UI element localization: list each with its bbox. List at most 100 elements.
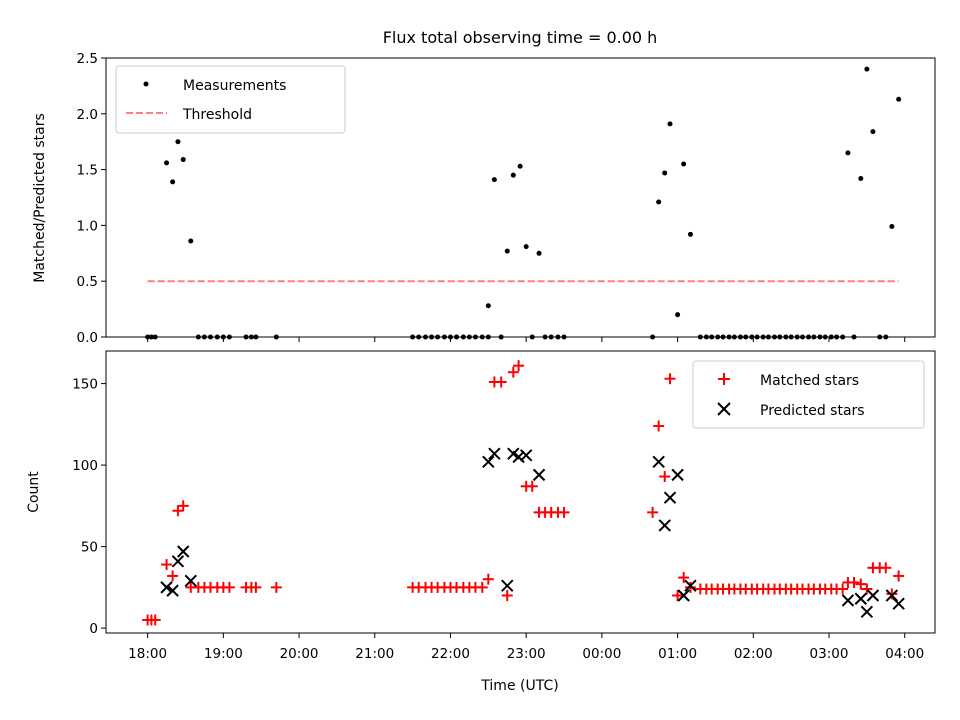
measurement-point <box>851 334 857 340</box>
top-legend-box <box>115 65 346 134</box>
bottom-y-tick-label: 50 <box>81 540 98 556</box>
measurement-point <box>529 334 535 340</box>
top-y-tick-label: 1.5 <box>77 163 98 179</box>
measurement-point <box>834 334 840 340</box>
bottom-y-tick-label: 0 <box>89 621 98 637</box>
measurement-point <box>542 334 548 340</box>
measurement-point <box>709 334 715 340</box>
measurement-point <box>170 179 176 185</box>
matched-star-point <box>482 573 494 585</box>
predicted-star-point <box>854 592 868 605</box>
x-tick-label: 23:00 <box>507 646 546 662</box>
predicted-star-point <box>860 605 874 619</box>
measurement-point <box>715 334 721 340</box>
top-panel: 0.0 0.5 1.0 1.5 2.0 2.5 Matched/Predicted sta… <box>32 51 936 346</box>
predicted-star-point <box>658 519 671 532</box>
measurement-point <box>429 334 435 340</box>
measurement-point <box>273 334 279 340</box>
measurement-point <box>771 334 777 340</box>
predicted-star-point <box>519 449 533 462</box>
measurement-point <box>800 334 806 340</box>
measurement-point <box>667 121 673 127</box>
predicted-star-point <box>177 545 190 558</box>
measurement-point <box>749 334 755 340</box>
measurement-point <box>226 334 232 340</box>
matched-star-point <box>149 614 161 626</box>
measurement-point <box>845 150 851 156</box>
predicted-star-point <box>841 594 855 607</box>
measurement-point <box>175 139 181 145</box>
bottom-y-ticks: 0 50 100 150 <box>72 377 106 637</box>
measurement-point <box>148 334 154 340</box>
matched-star-point <box>684 581 696 593</box>
x-axis-label: Time (UTC) <box>480 678 558 694</box>
matched-star-point <box>250 581 262 593</box>
predicted-star-point <box>501 579 514 592</box>
x-tick-label: 01:00 <box>658 646 697 662</box>
predicted-star-point <box>184 574 197 588</box>
predicted-star-point <box>652 455 665 469</box>
predicted-star-point <box>488 447 501 460</box>
bottom-x-ticks: 18:00 19:00 20:00 21:00 22:00 23:00 00:00 01:00… <box>128 633 924 662</box>
legend-predicted-label: Predicted stars <box>760 403 865 419</box>
measurement-point <box>788 334 794 340</box>
matched-star-point <box>653 420 665 432</box>
matched-star-point <box>161 559 173 571</box>
measurement-point <box>864 66 870 72</box>
top-y-tick-label: 1.0 <box>77 218 98 234</box>
matched-star-point <box>558 506 570 518</box>
measurement-point <box>243 334 249 340</box>
matched-star-point <box>270 581 282 593</box>
matched-star-point <box>659 471 671 483</box>
measurement-point <box>561 334 567 340</box>
x-tick-label: 03:00 <box>810 646 849 662</box>
measurement-point <box>164 160 170 166</box>
measurement-point <box>737 334 743 340</box>
predicted-star-point <box>512 450 525 464</box>
matched-star-point <box>526 480 538 492</box>
measurement-point <box>754 334 760 340</box>
measurement-point <box>248 334 254 340</box>
matched-star-point <box>848 576 860 588</box>
measurement-point <box>510 172 516 178</box>
bottom-series-marks <box>142 360 905 626</box>
measurement-point <box>523 244 529 250</box>
matched-star-point <box>837 583 849 595</box>
measurement-point <box>877 334 883 340</box>
measurement-point <box>548 334 554 340</box>
measurement-point <box>765 334 771 340</box>
measurement-point <box>555 334 561 340</box>
matched-star-point <box>501 590 513 602</box>
measurement-point <box>253 334 259 340</box>
measurement-point <box>858 176 864 182</box>
bottom-panel: 0 50 100 150 18:00 19:00 20:00 21:00 22:00 23:00… <box>26 350 936 694</box>
measurement-point <box>479 334 485 340</box>
measurement-point <box>896 96 902 102</box>
predicted-star-point <box>166 584 179 597</box>
predicted-star-point <box>160 581 173 594</box>
bottom-plot-frame <box>105 350 936 634</box>
measurement-point <box>410 334 416 340</box>
legend-measurements-marker <box>143 81 149 87</box>
measurement-point <box>435 334 441 340</box>
predicted-star-point <box>671 468 684 482</box>
legend-predicted-marker <box>717 402 731 416</box>
predicted-star-point <box>892 597 905 610</box>
bottom-y-axis-label: Count <box>26 471 42 513</box>
measurement-point <box>504 248 510 254</box>
top-legend: Measurements Threshold <box>115 65 346 134</box>
measurement-point <box>817 334 823 340</box>
measurement-point <box>883 334 889 340</box>
measurement-point <box>794 334 800 340</box>
matched-star-point <box>223 581 235 593</box>
measurement-point <box>517 163 523 169</box>
matched-star-point <box>507 366 519 378</box>
measurement-point <box>675 312 681 318</box>
predicted-star-point <box>866 589 880 602</box>
matched-star-point <box>672 590 684 602</box>
matched-star-point <box>513 360 525 372</box>
x-tick-label: 02:00 <box>734 646 773 662</box>
legend-threshold-label: Threshold <box>182 107 252 123</box>
x-tick-label: 22:00 <box>431 646 470 662</box>
matched-star-point <box>167 570 179 582</box>
